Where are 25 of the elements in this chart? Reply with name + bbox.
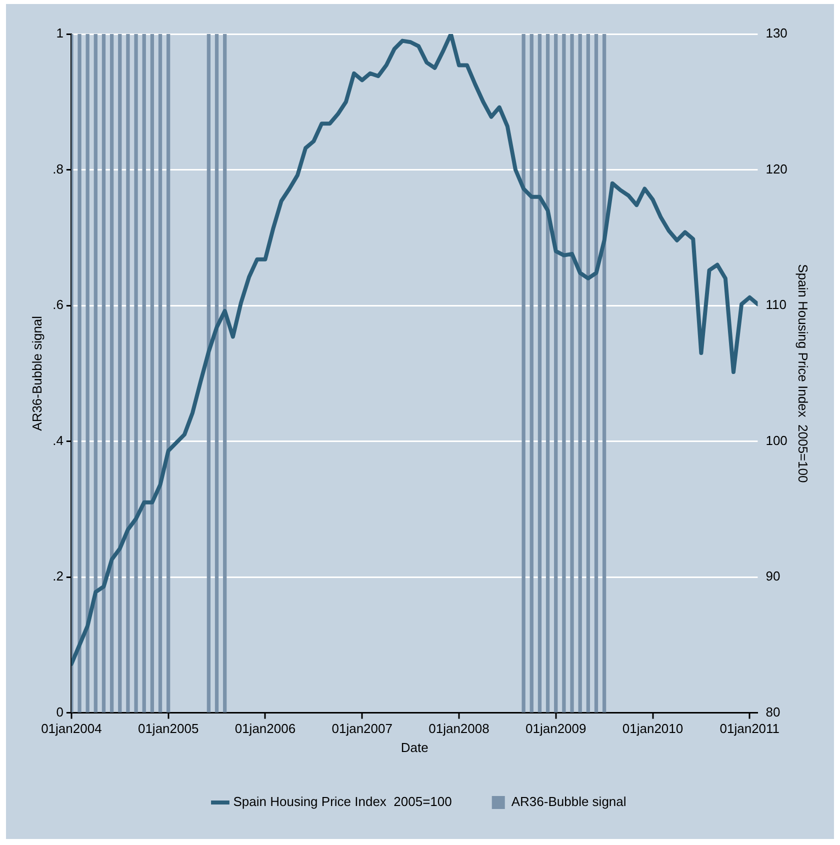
y2-tick-label: 90 bbox=[766, 568, 780, 584]
y2-tick-label: 80 bbox=[766, 704, 780, 720]
y2-axis-title: Spain Housing Price Index 2005=100 bbox=[796, 264, 811, 483]
legend-label: AR36-Bubble signal bbox=[511, 794, 626, 810]
y2-tick-label: 110 bbox=[766, 297, 786, 312]
x-tick-label: 01jan2004 bbox=[41, 721, 102, 736]
x-tick-label: 01jan2009 bbox=[526, 721, 586, 736]
x-tick-label: 01jan2005 bbox=[138, 721, 199, 736]
x-tick-label: 01jan2008 bbox=[428, 721, 490, 736]
legend-label: Spain Housing Price Index 2005=100 bbox=[233, 794, 452, 810]
y-axis-title: AR36-Bubble signal bbox=[29, 316, 44, 431]
y-tick-label: .6 bbox=[52, 297, 64, 312]
x-tick-label: 01jan2010 bbox=[622, 721, 684, 736]
y2-tick-label: 130 bbox=[766, 26, 788, 41]
y-tick-label: 1 bbox=[56, 26, 64, 41]
x-tick-label: 01jan2011 bbox=[720, 721, 780, 736]
x-axis-title: Date bbox=[400, 740, 428, 755]
y-tick-label: 0 bbox=[56, 704, 64, 720]
x-tick-label: 01jan2007 bbox=[332, 721, 392, 736]
y-tick-label: .8 bbox=[52, 161, 64, 176]
x-tick-label: 01jan2006 bbox=[234, 721, 296, 736]
y2-tick-label: 120 bbox=[766, 161, 788, 176]
y2-tick-label: 100 bbox=[766, 432, 788, 448]
y-tick-label: .4 bbox=[52, 432, 64, 448]
y-tick-label: .2 bbox=[52, 568, 64, 584]
